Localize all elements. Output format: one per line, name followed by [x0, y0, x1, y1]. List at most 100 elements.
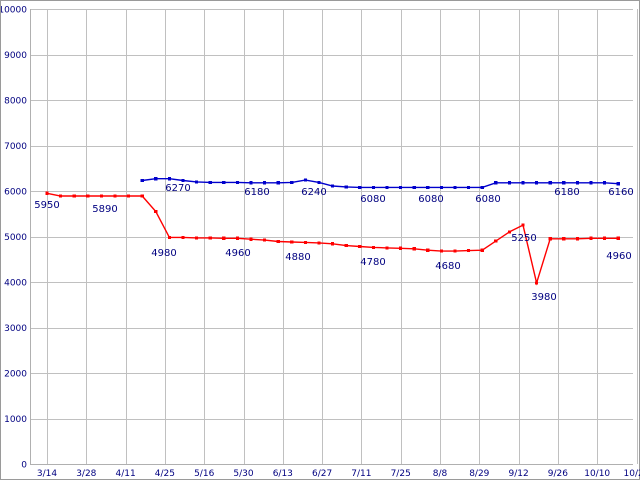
data-point-marker: [344, 185, 348, 189]
x-tick-label: 9/26: [548, 469, 568, 479]
data-point-marker: [181, 235, 185, 239]
data-point-marker: [548, 181, 552, 185]
data-point-label: 6180: [554, 187, 579, 198]
x-tick-label: 7/25: [391, 469, 411, 479]
data-point-marker: [72, 194, 76, 198]
gridlines: [30, 9, 638, 465]
data-point-marker: [562, 237, 566, 241]
data-point-marker: [127, 194, 131, 198]
data-point-marker: [195, 180, 199, 184]
data-point-marker: [507, 181, 511, 185]
data-point-marker: [494, 239, 498, 243]
y-tick-label: 10000: [1, 6, 27, 16]
data-point-marker: [154, 209, 158, 214]
data-point-marker: [385, 246, 389, 250]
x-tick-label: 8/8: [433, 469, 448, 479]
x-tick-label: 10/10: [584, 469, 610, 479]
data-point-label: 4680: [435, 261, 460, 272]
data-point-marker: [589, 181, 593, 185]
data-point-marker: [439, 185, 443, 189]
data-point-marker: [467, 249, 471, 253]
data-point-marker: [603, 181, 607, 185]
data-point-marker: [521, 223, 525, 227]
data-point-marker: [399, 246, 403, 250]
data-point-label: 6240: [301, 187, 326, 198]
data-point-label: 5950: [34, 200, 59, 211]
data-point-marker: [575, 237, 579, 241]
data-point-label: 4880: [285, 252, 310, 263]
data-point-label: 5890: [92, 204, 117, 215]
x-tick-label: 8/29: [469, 469, 489, 479]
data-point-label: 4960: [225, 248, 250, 259]
data-point-marker: [480, 185, 484, 189]
data-point-marker: [535, 281, 539, 285]
data-point-label: 5250: [511, 233, 536, 244]
data-point-label: 6080: [475, 194, 500, 205]
data-point-marker: [358, 244, 362, 249]
data-point-marker: [276, 181, 280, 185]
x-tick-label: 9/12: [508, 469, 528, 479]
data-point-marker: [276, 239, 280, 244]
data-point-marker: [358, 185, 362, 189]
data-point-marker: [45, 191, 49, 195]
data-series-layer: [45, 177, 620, 286]
data-point-marker: [222, 180, 226, 184]
data-point-marker: [439, 249, 443, 253]
data-point-marker: [181, 178, 185, 183]
data-point-label: 6180: [244, 187, 269, 198]
data-point-marker: [235, 180, 239, 184]
data-point-marker: [399, 185, 403, 189]
data-point-marker: [331, 184, 335, 188]
x-tick-label: 10/24: [624, 469, 640, 479]
data-point-marker: [535, 181, 539, 185]
y-tick-label: 7000: [4, 142, 27, 152]
data-point-marker: [167, 235, 171, 239]
data-point-marker: [140, 178, 144, 183]
data-point-marker: [331, 242, 335, 246]
data-point-marker: [303, 240, 307, 244]
series-line-blue-series: [142, 178, 619, 189]
data-point-marker: [263, 181, 267, 185]
data-point-marker: [426, 248, 430, 252]
data-point-label: 6080: [418, 194, 443, 205]
data-point-marker: [167, 177, 171, 181]
data-point-marker: [303, 178, 307, 182]
data-point-label: 4960: [606, 251, 631, 262]
x-axis-tick-labels: 3/14 3/28 4/11 4/25 5/16 5/30 6/13 6/27 7/11 7/25…: [37, 469, 640, 479]
data-point-marker: [290, 180, 294, 184]
data-point-marker: [480, 248, 484, 252]
y-tick-label: 3000: [4, 324, 27, 334]
data-point-label: 6080: [360, 194, 385, 205]
x-tick-label: 6/27: [312, 469, 332, 479]
data-point-label: 4780: [360, 257, 385, 268]
x-tick-label: 3/14: [37, 469, 57, 479]
data-point-marker: [86, 194, 90, 198]
data-point-marker: [99, 194, 103, 198]
data-point-marker: [154, 177, 158, 181]
data-point-marker: [548, 237, 552, 241]
x-tick-label: 6/13: [273, 469, 293, 479]
y-tick-label: 1000: [4, 415, 27, 425]
x-tick-label: 4/11: [115, 469, 135, 479]
y-tick-label: 9000: [4, 51, 27, 61]
data-point-marker: [317, 241, 321, 245]
data-point-marker: [317, 180, 321, 184]
data-point-labels: 5950 5890 4980 4960 4880 4780 4680 5250 3980 4960…: [34, 183, 633, 303]
y-tick-label: 6000: [4, 188, 27, 198]
data-point-marker: [208, 236, 212, 240]
data-point-marker: [195, 236, 199, 240]
data-point-marker: [575, 181, 579, 185]
y-tick-label: 2000: [4, 370, 27, 380]
data-point-marker: [371, 185, 375, 189]
data-point-marker: [371, 245, 375, 249]
data-point-marker: [616, 182, 620, 186]
data-point-marker: [412, 185, 416, 189]
data-point-marker: [562, 181, 566, 185]
data-point-marker: [385, 185, 389, 189]
data-point-marker: [344, 244, 348, 248]
data-point-marker: [249, 181, 253, 185]
y-tick-label: 4000: [4, 279, 27, 289]
y-tick-label: 5000: [4, 233, 27, 243]
